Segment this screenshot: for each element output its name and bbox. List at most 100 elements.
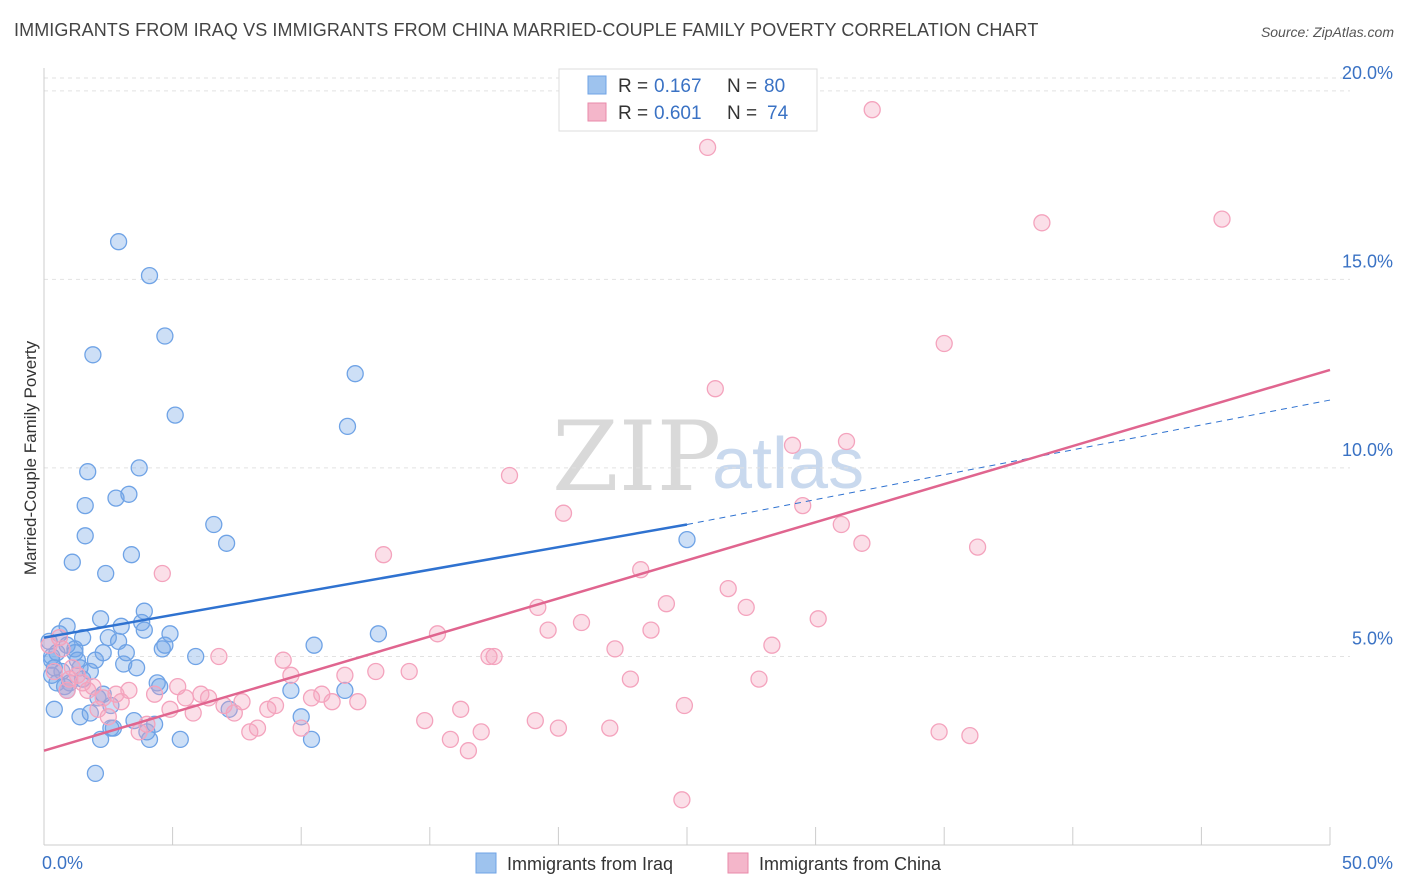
iraq-point-39: [120, 485, 138, 503]
china-point-80: [935, 334, 953, 353]
iraq-point-59: [187, 647, 205, 666]
y-tick-label-2: 15.0%: [1342, 251, 1393, 271]
watermark-zip: ZIP: [552, 401, 721, 513]
iraq-point-63: [282, 681, 300, 700]
china-point-51: [472, 723, 490, 741]
iraq-point-5: [45, 700, 63, 718]
china-point-83: [1033, 214, 1051, 232]
y-tick-label-0: 5.0%: [1352, 628, 1393, 648]
legend-n-label-china: N =: [727, 103, 757, 124]
china-point-69: [706, 380, 724, 398]
china-point-75: [832, 515, 850, 534]
china-point-53: [500, 466, 519, 485]
legend-swatch-iraq: [587, 75, 607, 95]
grid-lines: [44, 77, 1350, 657]
iraq-point-74: [86, 764, 105, 783]
legend-r-value-iraq: 0.167: [654, 76, 702, 97]
china-point-82: [968, 538, 987, 556]
iraq-point-69: [346, 365, 364, 383]
china-point-40: [323, 693, 341, 711]
china-point-10: [84, 677, 102, 696]
y-axis-label: Married-Couple Family Poverty: [21, 340, 40, 575]
iraq-point-35: [109, 233, 128, 251]
china-point-61: [606, 640, 624, 658]
iraq-point-68: [338, 417, 357, 436]
china-point-85: [763, 636, 781, 654]
y-tick-label-1: 10.0%: [1342, 440, 1393, 460]
bottom-legend: Immigrants from Iraq Immigrants from Chi…: [475, 852, 942, 874]
china-point-52: [485, 647, 503, 666]
china-point-70: [719, 579, 737, 598]
iraq-point-29: [97, 564, 115, 583]
china-point-56: [526, 711, 544, 730]
china-point-71: [737, 598, 755, 617]
iraq-point-19: [76, 496, 94, 515]
china-point-38: [302, 689, 321, 707]
china-point-59: [572, 613, 591, 632]
china-point-20: [153, 564, 171, 583]
china-point-77: [863, 101, 881, 119]
iraq-point-46: [135, 602, 153, 620]
iraq-trend-line: [43, 523, 688, 639]
chart-title: IMMIGRANTS FROM IRAQ VS IMMIGRANTS FROM …: [14, 20, 1039, 40]
bottom-legend-swatch-iraq: [475, 852, 497, 874]
china-point-81: [961, 726, 979, 745]
china-point-49: [452, 700, 470, 718]
legend-n-label-iraq: N =: [727, 76, 757, 97]
iraq-point-45: [135, 621, 153, 639]
iraq-point-30: [99, 628, 117, 647]
china-point-74: [794, 496, 812, 515]
iraq-point-43: [130, 459, 148, 477]
trend-lines: [43, 368, 1331, 752]
china-point-72: [750, 670, 768, 688]
china-point-79: [930, 723, 948, 741]
china-point-42: [349, 693, 367, 711]
china-point-87: [480, 647, 498, 666]
iraq-point-58: [171, 730, 189, 749]
x-tick-label-0: 0.0%: [42, 853, 83, 873]
china-point-78: [853, 534, 871, 552]
source-label: Source: ZipAtlas.com: [1260, 24, 1394, 40]
china-point-46: [416, 711, 434, 730]
china-point-57: [549, 719, 568, 737]
china-point-30: [233, 693, 251, 711]
china-point-58: [554, 504, 573, 522]
china-point-55: [539, 621, 557, 639]
china-point-67: [675, 696, 694, 715]
tick-labels: 5.0% 10.0% 15.0% 20.0% 0.0% 50.0%: [42, 63, 1393, 873]
bottom-legend-swatch-china: [727, 852, 749, 874]
china-point-60: [601, 719, 619, 737]
china-point-3: [53, 640, 71, 658]
x-tick-label-1: 50.0%: [1342, 853, 1393, 873]
iraq-point-67: [336, 681, 354, 700]
china-point-35: [274, 651, 292, 669]
china-point-27: [210, 647, 228, 666]
china-point-65: [657, 595, 676, 613]
legend-r-value-china: 0.601: [654, 103, 702, 124]
china-point-32: [248, 719, 267, 737]
legend-box: R = 0.167 N = 80 R = 0.601 N = 74: [558, 68, 818, 132]
china-point-34: [266, 696, 285, 715]
iraq-point-56: [161, 625, 179, 643]
china-point-62: [621, 670, 640, 688]
china-point-44: [374, 546, 393, 564]
china-trend-line: [43, 368, 1331, 752]
china-point-45: [400, 662, 418, 681]
bottom-legend-label-china: Immigrants from China: [759, 854, 942, 874]
iraq-point-23: [84, 346, 102, 364]
china-point-86: [809, 610, 827, 628]
iraq-point-20: [79, 463, 97, 481]
china-point-64: [642, 621, 660, 639]
iraq-point-76: [678, 530, 696, 549]
iraq-point-70: [369, 625, 388, 643]
iraq-point-16: [71, 708, 89, 726]
china-point-48: [441, 730, 460, 749]
iraq-point-61: [217, 534, 236, 552]
legend-swatch-china: [587, 102, 607, 122]
iraq-point-12: [63, 553, 81, 571]
china-point-76: [837, 432, 856, 451]
bottom-legend-label-iraq: Immigrants from Iraq: [507, 854, 673, 874]
iraq-point-49: [140, 266, 159, 285]
iraq-point-38: [117, 644, 135, 662]
